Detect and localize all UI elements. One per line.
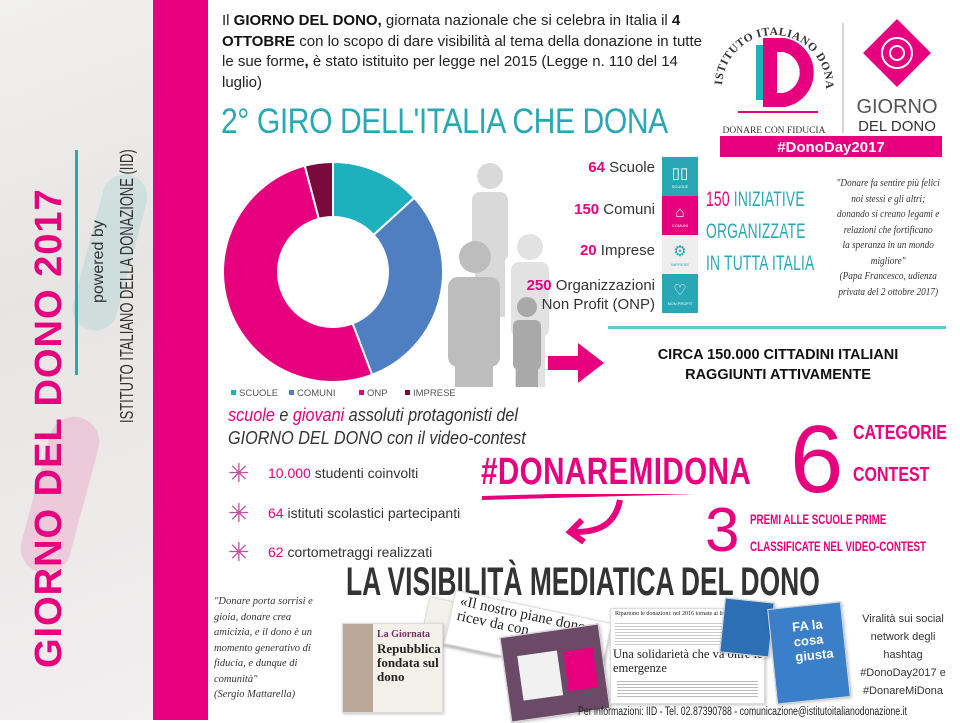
background-decoration: [67, 169, 153, 336]
contest-intro: scuole e giovani assoluti protagonisti d…: [228, 405, 526, 448]
legend-label: COMUNI: [297, 388, 336, 399]
legend-swatch: [231, 390, 236, 395]
iniziative-text: 150 INIZIATIVE ORGANIZZATE IN TUTTA ITALI…: [706, 188, 815, 275]
stat-imprese: 20 Imprese: [579, 242, 655, 259]
tv-screenshot: [719, 597, 775, 658]
arrow-right-icon: [548, 343, 604, 383]
citizens-reached: CIRCA 150.000 CITTADINI ITALIANI RAGGIUNT…: [657, 347, 899, 383]
svg-text:#DonoDay2017: #DonoDay2017: [777, 139, 885, 156]
giro-title: 2° GIRO DELL'ITALIA CHE DONA: [221, 102, 668, 141]
intro-text: Il GIORNO DEL DONO, giornata nazionale c…: [222, 12, 702, 91]
quote-mattarella: "Donare porta sorrisi e gioia, donare cre…: [214, 596, 313, 700]
premi-number: 3: [705, 496, 740, 565]
legend-label: IMPRESE: [413, 388, 455, 399]
premi-label: CLASSIFICATE NEL VIDEO-CONTEST: [750, 538, 927, 554]
footer-contact: Per informazioni: IID - Tel. 02.87390788…: [578, 706, 907, 718]
book-icon: ▯▯ SCUOLE: [662, 157, 698, 196]
categorie-number: 6: [790, 406, 844, 513]
contest-label: CONTEST: [853, 464, 930, 486]
sidebar-panel: GIORNO DEL DONO 2017 powered by ISTITUTO…: [0, 0, 153, 720]
curved-arrow-icon: [481, 494, 696, 544]
heart-icon: ♡ NON PROFIT: [662, 274, 698, 313]
legend-swatch: [359, 390, 364, 395]
legend-label: ONP: [367, 388, 388, 399]
people-silhouette-icon: [448, 163, 549, 387]
divider: [75, 150, 78, 375]
sidebar-title: GIORNO DEL DONO 2017: [28, 188, 70, 668]
press-clipping: La Giornata Repubblica fondata sul dono: [342, 623, 443, 713]
donut-chart: SCUOLE COMUNI ONP IMPRESE: [222, 160, 455, 399]
asterisk-icon: ✳: [228, 498, 250, 528]
quote-papa: "Donare fa sentire più felici noi stessi …: [836, 178, 940, 298]
powered-by-label: powered by: [90, 220, 107, 303]
hashtag-title: #DONAREMIDONA: [481, 451, 752, 493]
town-hall-icon: ⌂ COMUNI: [662, 196, 698, 235]
donut-slice-imprese: [303, 160, 334, 221]
logo-block: ISTITUTO ITALIANO DONAZIONE ID DONARE CO…: [703, 0, 956, 157]
legend-label: SCUOLE: [239, 388, 278, 399]
premi-label: PREMI ALLE SCUOLE PRIME: [750, 511, 887, 527]
stat-onp: 250 Organizzazioni Non Profit (ONP): [526, 277, 655, 313]
stat-scuole: 64 Scuole: [588, 159, 655, 176]
svg-text:DONARE CON FIDUCIA: DONARE CON FIDUCIA: [723, 126, 826, 136]
donut-slice-comuni: [351, 196, 444, 377]
donut-slice-onp: [222, 164, 374, 383]
legend-swatch: [289, 390, 294, 395]
media-title: LA VISIBILITÀ MEDIATICA DEL DONO: [346, 560, 820, 604]
tv-screenshot: FA la cosa giusta: [767, 601, 851, 705]
asterisk-icon: ✳: [228, 458, 250, 488]
svg-text:GIORNO: GIORNO: [856, 96, 937, 118]
sidebar-org: ISTITUTO ITALIANO DELLA DONAZIONE (IID): [116, 149, 137, 423]
legend-swatch: [405, 390, 410, 395]
divider: [608, 326, 946, 329]
svg-text:DEL DONO: DEL DONO: [858, 118, 936, 135]
stat-comuni: 150 Comuni: [574, 201, 655, 218]
list-item: ✳ 64 istituti scolastici partecipanti: [228, 498, 461, 528]
asterisk-icon: ✳: [228, 537, 250, 567]
viral-text: Viralità sui social network degli hashtag #…: [860, 613, 946, 697]
categorie-label: CATEGORIE: [853, 422, 947, 444]
pink-bar: [153, 0, 208, 720]
list-item: ✳ 62 cortometraggi realizzati: [228, 537, 433, 567]
list-item: ✳ 10.000 studenti coinvolti: [228, 458, 419, 488]
gears-icon: ⚙ IMPRESE: [662, 235, 698, 274]
